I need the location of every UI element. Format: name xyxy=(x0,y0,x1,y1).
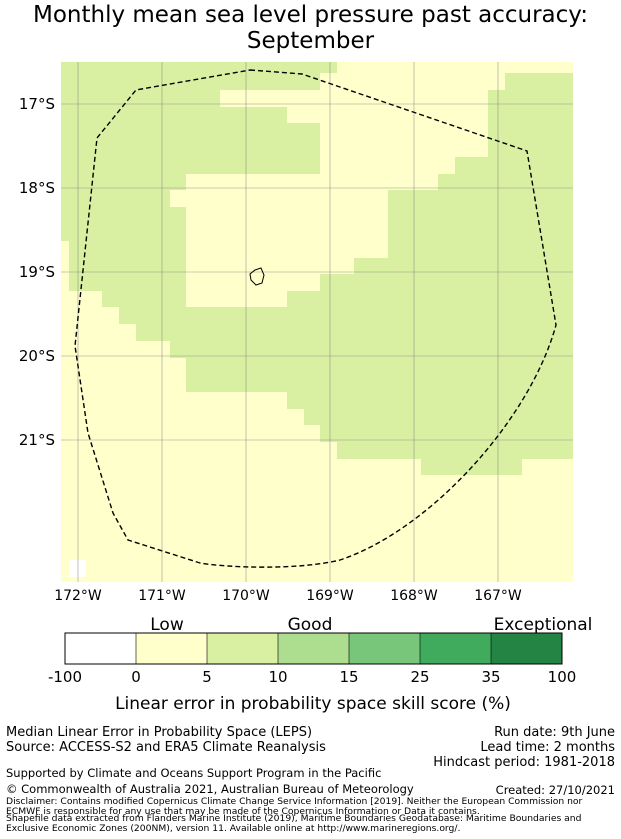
lead-time-text: Lead time: 2 months xyxy=(480,740,615,755)
lat-label: 18°S xyxy=(19,179,55,197)
created-text: Created: 27/10/2021 xyxy=(495,783,615,797)
colorbar-tick: 10 xyxy=(268,668,287,686)
colorbar-axis-label: Linear error in probability space skill … xyxy=(115,694,511,714)
colorbar-bin xyxy=(349,633,420,664)
support-text: Supported by Climate and Oceans Support … xyxy=(6,766,382,780)
colorbar-frame xyxy=(64,632,563,665)
colorbar-bin xyxy=(420,633,491,664)
run-date-text: Run date: 9th June xyxy=(494,725,615,740)
colorbar-bin xyxy=(207,633,278,664)
colorbar xyxy=(64,632,563,665)
chart-title-line-1: Monthly mean sea level pressure past acc… xyxy=(33,2,588,28)
map-gridlines xyxy=(61,62,573,582)
copyright-text: © Commonwealth of Australia 2021, Austra… xyxy=(6,782,414,796)
colorbar-tick: 15 xyxy=(339,668,358,686)
colorbar-bin xyxy=(136,633,207,664)
colorbar-bin xyxy=(491,633,562,664)
category-label-low: Low xyxy=(150,615,184,635)
lon-label: 170°W xyxy=(222,588,270,604)
colorbar-tick: 0 xyxy=(131,668,141,686)
lon-label: 168°W xyxy=(390,588,438,604)
source-text: Source: ACCESS-S2 and ERA5 Climate Reana… xyxy=(6,740,326,755)
category-label-exceptional: Exceptional xyxy=(494,615,593,635)
lat-label: 19°S xyxy=(19,263,55,281)
lon-label: 171°W xyxy=(138,588,186,604)
island-outline xyxy=(249,267,265,286)
skill-region-good-west xyxy=(61,62,573,475)
lon-label: 169°W xyxy=(306,588,354,604)
lon-label: 172°W xyxy=(54,588,102,604)
colorbar-tick: -100 xyxy=(48,668,82,686)
colorbar-tick: 5 xyxy=(202,668,212,686)
disclaimer-line-2: ECMWF is responsible for any use that ma… xyxy=(6,806,480,817)
lat-label: 20°S xyxy=(19,347,55,365)
no-data-cell xyxy=(69,560,86,577)
chart-title-line-2: September xyxy=(246,28,375,54)
disclaimer-line-1: Disclaimer: Contains modified Copernicus… xyxy=(6,796,583,807)
eez-boundary xyxy=(74,69,557,568)
lat-label: 21°S xyxy=(19,431,55,449)
colorbar-bin xyxy=(278,633,349,664)
colorbar-tick: 35 xyxy=(481,668,500,686)
lat-label: 17°S xyxy=(19,95,55,113)
skill-map xyxy=(61,62,573,582)
category-label-good: Good xyxy=(288,615,333,635)
method-text: Median Linear Error in Probability Space… xyxy=(6,725,313,740)
lon-label: 167°W xyxy=(474,588,522,604)
colorbar-bin xyxy=(65,633,136,664)
shapefile-line-2: Exclusive Economic Zones (200NM), versio… xyxy=(6,823,461,834)
hindcast-text: Hindcast period: 1981-2018 xyxy=(433,755,615,770)
colorbar-tick: 100 xyxy=(548,668,577,686)
colorbar-tick: 25 xyxy=(410,668,429,686)
shapefile-line-1: Shapefile data extracted from Flanders M… xyxy=(6,813,582,824)
